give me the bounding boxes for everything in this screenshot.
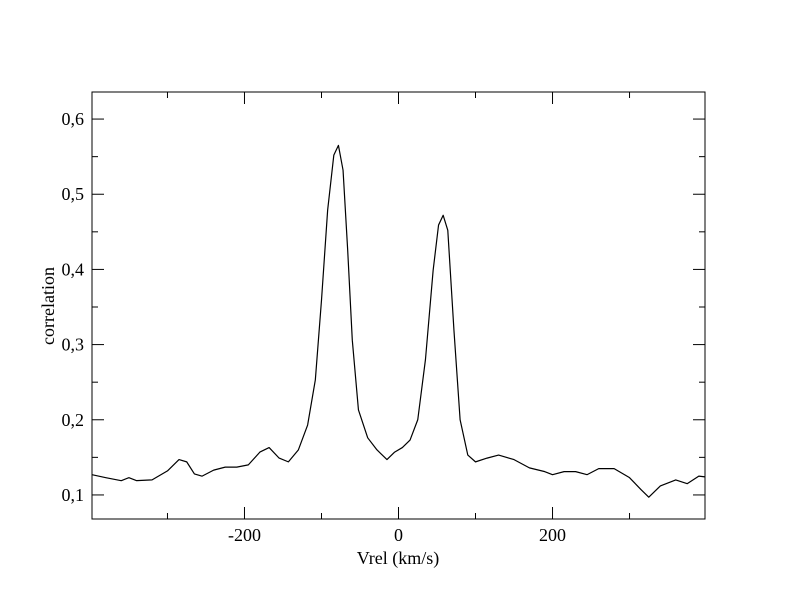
x-tick-label: 200 [539,525,566,545]
plot-frame [91,91,706,520]
data-line [91,144,706,498]
y-tick-label: 0,5 [62,184,85,204]
y-axis-label: correlation [38,267,58,345]
y-tick-label: 0,4 [62,259,85,279]
y-tick-label: 0,1 [62,485,85,505]
y-tick-label: 0,6 [62,109,85,129]
y-tick-label: 0,3 [62,335,85,355]
x-tick-label: -200 [228,525,261,545]
x-tick-label: 0 [394,525,403,545]
y-tick-label: 0,2 [62,410,85,430]
x-axis-label: Vrel (km/s) [357,548,439,569]
